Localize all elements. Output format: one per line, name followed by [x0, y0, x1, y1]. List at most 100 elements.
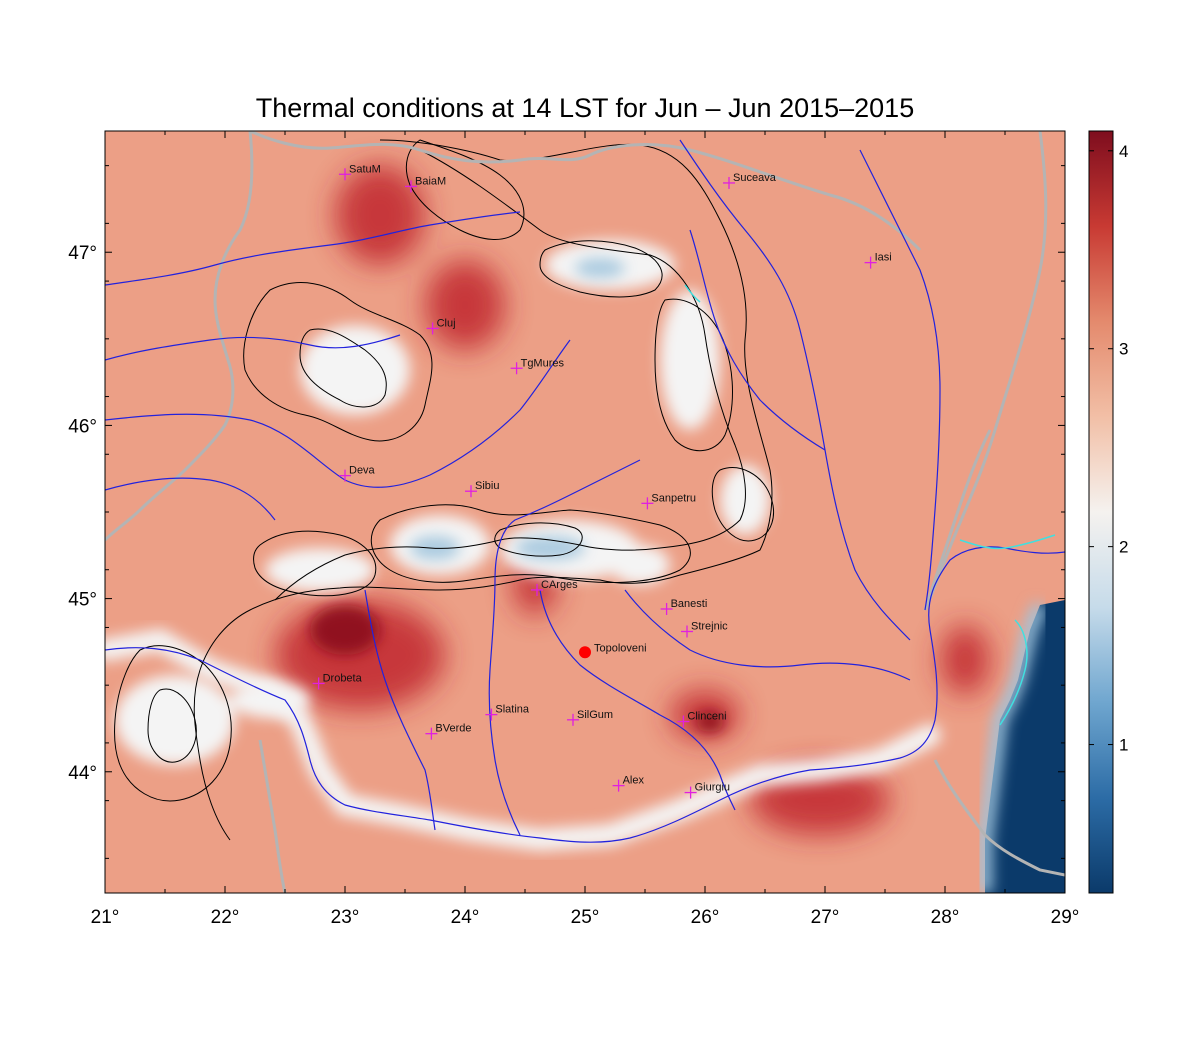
heat-field: [105, 165, 1065, 893]
cold-rodna: [575, 258, 625, 278]
contour-carpathian-inner: [274, 149, 746, 601]
border-east-moldova: [923, 131, 1048, 611]
station-label: Giurgiu: [695, 782, 730, 794]
station-iasi: Iasi: [864, 252, 892, 269]
contour-fagaras: [370, 504, 691, 584]
river-crisuri: [105, 334, 401, 361]
river-siret: [679, 139, 911, 641]
x-tick-label: 29°: [1051, 907, 1080, 928]
station-clinceni: Clinceni: [677, 711, 727, 728]
cool-buzau: [610, 545, 670, 585]
river-somes: [105, 211, 521, 286]
cool-retezat: [265, 548, 375, 592]
contour-banat-inner: [147, 688, 197, 763]
highlight-label: Topoloveni: [594, 642, 647, 654]
station-label: TgMures: [521, 357, 565, 369]
x-tick-label: 22°: [211, 907, 240, 928]
river-danube: [105, 546, 1065, 843]
river-jiu: [364, 589, 436, 831]
highlight-dot: [579, 646, 591, 659]
y-tick-label: 44°: [68, 763, 97, 784]
station-label: CArges: [541, 579, 578, 591]
station-cluj: Cluj: [426, 317, 456, 335]
station-banesti: Banesti: [660, 598, 708, 615]
cold-fagaras: [515, 536, 585, 560]
hot-region-maramures: [335, 165, 425, 265]
station-markers: SatuM BaiaM Suceava Iasi Cluj TgMures Deva Sibi…: [312, 163, 892, 799]
contour-retezat: [253, 530, 377, 597]
station-label: Suceava: [733, 172, 777, 184]
station-bverde: BVerde: [425, 723, 471, 740]
colorbar-ticks: 1 2 3 4: [1089, 142, 1128, 755]
hot-region-delta: [940, 625, 990, 695]
colorbar-tick-label: 3: [1119, 340, 1128, 359]
border-west: [105, 131, 254, 542]
colorbar-tick-label: 1: [1119, 736, 1128, 755]
contour-fagaras-peak: [494, 522, 583, 557]
lake-calimanesti: [684, 284, 701, 303]
black-sea: [985, 600, 1065, 893]
border-north: [249, 131, 922, 252]
country-borders: [105, 131, 1065, 893]
colorbar: 1 2 3 4: [1088, 130, 1128, 894]
contour-gutai: [405, 139, 525, 240]
station-label: SilGum: [577, 709, 613, 721]
river-timis: [105, 477, 276, 521]
station-label: Iasi: [875, 252, 892, 264]
contour-apuseni: [243, 282, 433, 442]
station-baiam: BaiaM: [405, 175, 446, 193]
station-drobeta: Drobeta: [312, 672, 363, 690]
border-south-bulgaria: [933, 759, 1065, 877]
x-tick-label: 24°: [451, 907, 480, 928]
station-label: Drobeta: [323, 672, 363, 684]
river-mures: [105, 339, 571, 488]
station-label: Sanpetru: [651, 492, 696, 504]
river-arges: [539, 589, 736, 811]
axis-ticks: [104, 131, 1066, 893]
x-tick-labels: 21° 22° 23° 24° 25° 26° 27° 28° 29°: [91, 907, 1080, 928]
station-label: BVerde: [435, 723, 471, 735]
y-tick-label: 47°: [68, 243, 97, 264]
station-label: Strejnic: [691, 620, 728, 632]
border-moldova-inner: [923, 429, 992, 611]
y-tick-labels: 44° 45° 46° 47°: [68, 243, 97, 784]
very-hot-regions: [310, 605, 724, 732]
x-tick-label: 26°: [691, 907, 720, 928]
cool-apuseni: [300, 325, 410, 415]
station-slatina: Slatina: [485, 704, 530, 721]
colorbar-gradient: [1088, 130, 1114, 894]
colorbar-tick-label: 4: [1119, 142, 1128, 161]
river-bistrita: [689, 229, 826, 451]
station-strejnic: Strejnic: [681, 620, 728, 638]
river-prut: [859, 149, 941, 611]
x-tick-label: 23°: [331, 907, 360, 928]
lake-danube-delta: [959, 534, 1056, 550]
station-label: SatuM: [349, 163, 381, 175]
station-silgum: SilGum: [567, 709, 613, 726]
x-tick-label: 25°: [571, 907, 600, 928]
lake-razim: [999, 619, 1028, 726]
river-ialomita: [624, 589, 911, 681]
contour-apuseni-inner: [299, 328, 387, 408]
x-tick-label: 28°: [931, 907, 960, 928]
x-tick-label: 21°: [91, 907, 120, 928]
station-label: Clinceni: [687, 711, 726, 723]
station-tgmures: TgMures: [510, 357, 565, 375]
station-alex: Alex: [612, 775, 644, 792]
station-giurgiu: Giurgiu: [684, 782, 730, 799]
cool-banat: [115, 675, 235, 765]
station-satum: SatuM: [339, 163, 381, 181]
station-label: Banesti: [671, 598, 708, 610]
station-label: Deva: [349, 465, 376, 477]
very-hot-clinceni: [696, 712, 724, 732]
contour-banat: [114, 645, 232, 802]
contour-rodna: [539, 240, 663, 298]
station-label: BaiaM: [415, 175, 446, 187]
hot-region-mures: [425, 260, 505, 350]
station-label: Sibiu: [475, 480, 499, 492]
river-olt: [488, 459, 641, 836]
highlight-station: Topoloveni: [579, 642, 647, 659]
figure-title: Thermal conditions at 14 LST for Jun – J…: [256, 93, 914, 123]
contour-curvature: [711, 467, 774, 542]
